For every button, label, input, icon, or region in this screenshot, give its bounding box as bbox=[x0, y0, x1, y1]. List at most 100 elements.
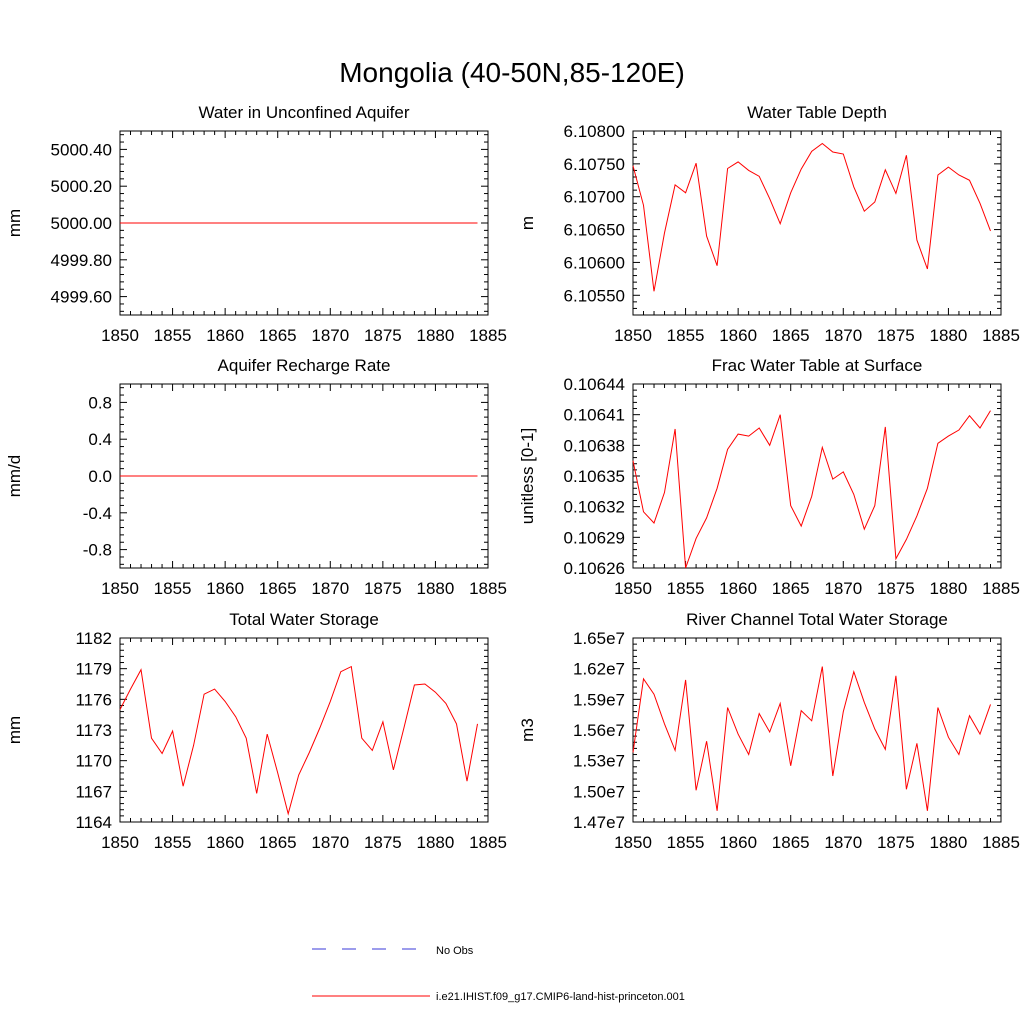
data-point bbox=[477, 222, 478, 223]
x-tick-label: 1880 bbox=[417, 326, 455, 345]
data-point bbox=[256, 793, 257, 794]
data-point bbox=[361, 222, 362, 223]
y-tick-label: 4999.60 bbox=[51, 288, 112, 307]
x-tick-label: 1855 bbox=[154, 833, 192, 852]
legend: No Obs i.e21.IHIST.f09_g17.CMIP6-land-hi… bbox=[312, 945, 685, 1003]
data-point bbox=[706, 236, 707, 237]
data-point bbox=[990, 230, 991, 231]
data-point bbox=[685, 192, 686, 193]
y-axis-label: mm bbox=[5, 716, 24, 744]
x-tick-label: 1855 bbox=[667, 833, 705, 852]
data-point bbox=[372, 750, 373, 751]
data-point bbox=[172, 730, 173, 731]
panel-title: Total Water Storage bbox=[229, 610, 379, 629]
data-point bbox=[319, 727, 320, 728]
data-point bbox=[822, 143, 823, 144]
data-point bbox=[790, 192, 791, 193]
data-point bbox=[727, 168, 728, 169]
data-point bbox=[874, 505, 875, 506]
x-tick-label: 1870 bbox=[824, 326, 862, 345]
data-point bbox=[119, 222, 120, 223]
data-point bbox=[182, 475, 183, 476]
y-tick-label: 1.50e7 bbox=[573, 782, 625, 801]
x-tick-label: 1860 bbox=[206, 833, 244, 852]
x-tick-label: 1870 bbox=[824, 833, 862, 852]
x-tick-label: 1885 bbox=[982, 326, 1020, 345]
y-tick-label: 6.10650 bbox=[564, 221, 625, 240]
data-point bbox=[151, 222, 152, 223]
x-tick-label: 1875 bbox=[364, 326, 402, 345]
data-point bbox=[674, 428, 675, 429]
data-point bbox=[664, 723, 665, 724]
data-point bbox=[298, 475, 299, 476]
data-point bbox=[674, 750, 675, 751]
data-point bbox=[653, 522, 654, 523]
x-tick-label: 1885 bbox=[469, 579, 507, 598]
y-tick-label: 1.56e7 bbox=[573, 721, 625, 740]
data-point bbox=[801, 525, 802, 526]
data-point bbox=[769, 445, 770, 446]
data-point bbox=[319, 475, 320, 476]
x-tick-label: 1850 bbox=[614, 579, 652, 598]
x-tick-label: 1875 bbox=[877, 579, 915, 598]
data-point bbox=[780, 223, 781, 224]
data-point bbox=[801, 710, 802, 711]
data-point bbox=[790, 505, 791, 506]
x-tick-label: 1850 bbox=[614, 833, 652, 852]
data-point bbox=[309, 222, 310, 223]
data-point bbox=[727, 449, 728, 450]
y-tick-label: 1.62e7 bbox=[573, 660, 625, 679]
panel-title: Aquifer Recharge Rate bbox=[218, 356, 391, 375]
data-point bbox=[403, 222, 404, 223]
y-tick-label: 1.47e7 bbox=[573, 813, 625, 832]
data-point bbox=[695, 538, 696, 539]
x-tick-label: 1850 bbox=[614, 326, 652, 345]
data-point bbox=[445, 222, 446, 223]
y-tick-label: 5000.00 bbox=[51, 214, 112, 233]
data-point bbox=[445, 475, 446, 476]
data-point bbox=[456, 475, 457, 476]
y-tick-label: 4999.80 bbox=[51, 251, 112, 270]
x-tick-label: 1860 bbox=[206, 579, 244, 598]
data-point bbox=[393, 222, 394, 223]
data-point bbox=[632, 165, 633, 166]
data-point bbox=[727, 707, 728, 708]
figure-title: Mongolia (40-50N,85-120E) bbox=[339, 57, 685, 88]
data-point bbox=[979, 427, 980, 428]
x-tick-label: 1885 bbox=[469, 833, 507, 852]
data-point bbox=[695, 790, 696, 791]
data-point bbox=[204, 694, 205, 695]
y-axis-label: mm/d bbox=[5, 455, 24, 498]
data-point bbox=[895, 675, 896, 676]
data-point bbox=[435, 692, 436, 693]
x-tick-label: 1865 bbox=[772, 326, 810, 345]
y-tick-label: 6.10550 bbox=[564, 286, 625, 305]
y-tick-label: 0.10644 bbox=[564, 375, 625, 394]
data-point bbox=[790, 765, 791, 766]
data-point bbox=[832, 775, 833, 776]
x-tick-label: 1865 bbox=[772, 579, 810, 598]
x-tick-label: 1870 bbox=[311, 326, 349, 345]
data-point bbox=[235, 716, 236, 717]
data-point bbox=[277, 475, 278, 476]
x-tick-label: 1860 bbox=[719, 326, 757, 345]
data-point bbox=[706, 517, 707, 518]
x-tick-label: 1875 bbox=[364, 833, 402, 852]
data-point bbox=[895, 558, 896, 559]
x-tick-label: 1870 bbox=[311, 833, 349, 852]
data-point bbox=[130, 222, 131, 223]
data-point bbox=[885, 749, 886, 750]
y-tick-label: -0.8 bbox=[83, 541, 112, 560]
y-tick-label: 1.53e7 bbox=[573, 752, 625, 771]
data-point bbox=[969, 715, 970, 716]
data-point bbox=[361, 475, 362, 476]
data-point bbox=[885, 426, 886, 427]
data-point bbox=[119, 709, 120, 710]
data-point bbox=[801, 169, 802, 170]
data-point bbox=[895, 193, 896, 194]
data-point bbox=[843, 153, 844, 154]
data-point bbox=[130, 475, 131, 476]
data-point bbox=[653, 291, 654, 292]
data-point bbox=[225, 475, 226, 476]
